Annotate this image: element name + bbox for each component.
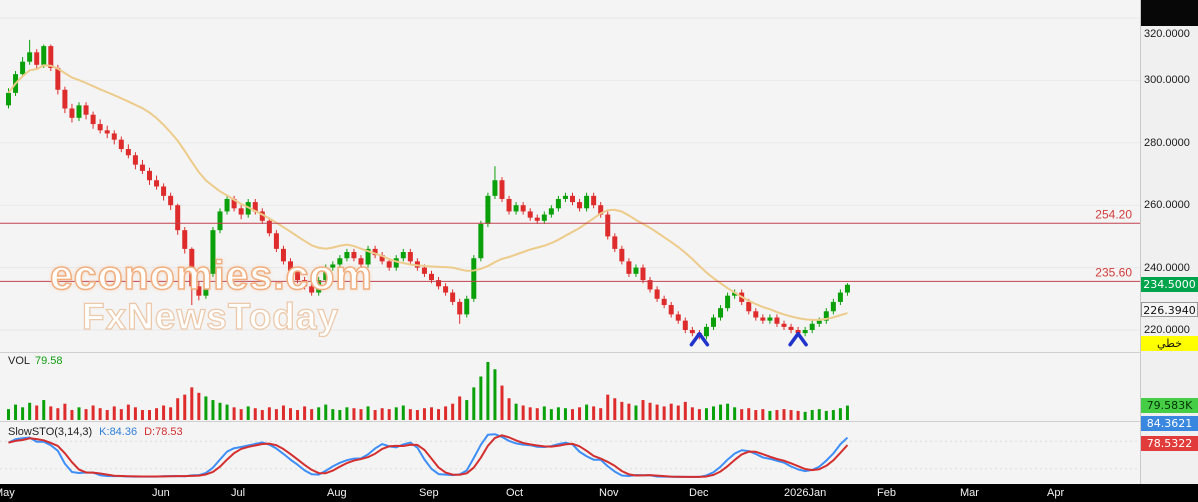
volume-bars	[7, 362, 849, 420]
stoch-d-value: D:78.53	[144, 426, 183, 438]
chart-plot-area[interactable]: 254.20 235.60 economies.com FxNewsToday V…	[0, 0, 1140, 484]
stochastic-pane	[0, 433, 1140, 478]
time-axis-month: Feb	[877, 487, 896, 499]
volume-indicator-label: VOL	[8, 355, 31, 367]
price-axis-tick: 240.0000	[1144, 261, 1190, 274]
time-axis-month: Dec	[689, 487, 709, 499]
stoch-pane-header: SlowSTO(3,14,3) K:84.36 D:78.53	[8, 426, 183, 438]
time-axis-month: Aug	[327, 487, 347, 499]
price-axis-tick: 300.0000	[1144, 74, 1190, 87]
time-axis-month: Sep	[419, 487, 439, 499]
time-axis-month: Apr	[1047, 487, 1065, 499]
horizontal-price-lines[interactable]: 254.20 235.60	[0, 207, 1140, 282]
time-axis-month: Jun	[152, 487, 170, 499]
time-axis-month: Nov	[599, 487, 619, 499]
up-arrow-marker	[788, 331, 808, 347]
time-axis-month: Mar	[960, 487, 979, 499]
volume-value-badge: 79.583K	[1141, 398, 1198, 413]
price-axis-tick: 220.0000	[1144, 324, 1190, 336]
price-axis[interactable]: 234.5000 226.3940 خطي 79.583K 84.3621 78…	[1140, 0, 1198, 484]
price-axis-tick: 320.0000	[1144, 28, 1190, 40]
candles-series	[6, 39, 850, 340]
pane-separators	[0, 352, 1140, 422]
price-gridlines	[0, 17, 1140, 331]
time-axis-month: Oct	[506, 487, 524, 499]
stoch-k-badge: 84.3621	[1141, 416, 1198, 431]
time-axis-month: May	[0, 487, 15, 499]
signal-markers	[689, 331, 808, 347]
stoch-k-value: K:84.36	[99, 426, 138, 438]
stoch-indicator-label: SlowSTO(3,14,3)	[8, 426, 93, 438]
volume-indicator-value: 79.58	[35, 355, 63, 367]
axis-corner-box	[1141, 0, 1198, 26]
time-axis-month: 2026Jan	[784, 487, 827, 499]
svg-text:254.20: 254.20	[1095, 207, 1132, 221]
moving-average-line	[7, 64, 848, 321]
time-axis-month: Jul	[231, 487, 246, 499]
stoch-d-line	[8, 434, 849, 478]
stoch-d-badge: 78.5322	[1141, 436, 1198, 451]
price-axis-tick: 260.0000	[1144, 199, 1190, 212]
price-axis-tick: 280.0000	[1144, 136, 1190, 149]
last-price-badge: 234.5000	[1141, 276, 1198, 292]
svg-text:235.60: 235.60	[1095, 265, 1132, 279]
up-arrow-marker	[689, 331, 710, 347]
ma-value-badge: 226.3940	[1141, 302, 1198, 318]
time-axis[interactable]: May Jun Jul Aug Sep Oct Nov Dec 2026Jan Feb Mar Apr	[0, 484, 1198, 502]
chart-canvas[interactable]: 254.20 235.60	[0, 0, 1140, 484]
scale-type-badge[interactable]: خطي	[1141, 336, 1198, 351]
volume-pane-header: VOL 79.58	[8, 355, 63, 367]
